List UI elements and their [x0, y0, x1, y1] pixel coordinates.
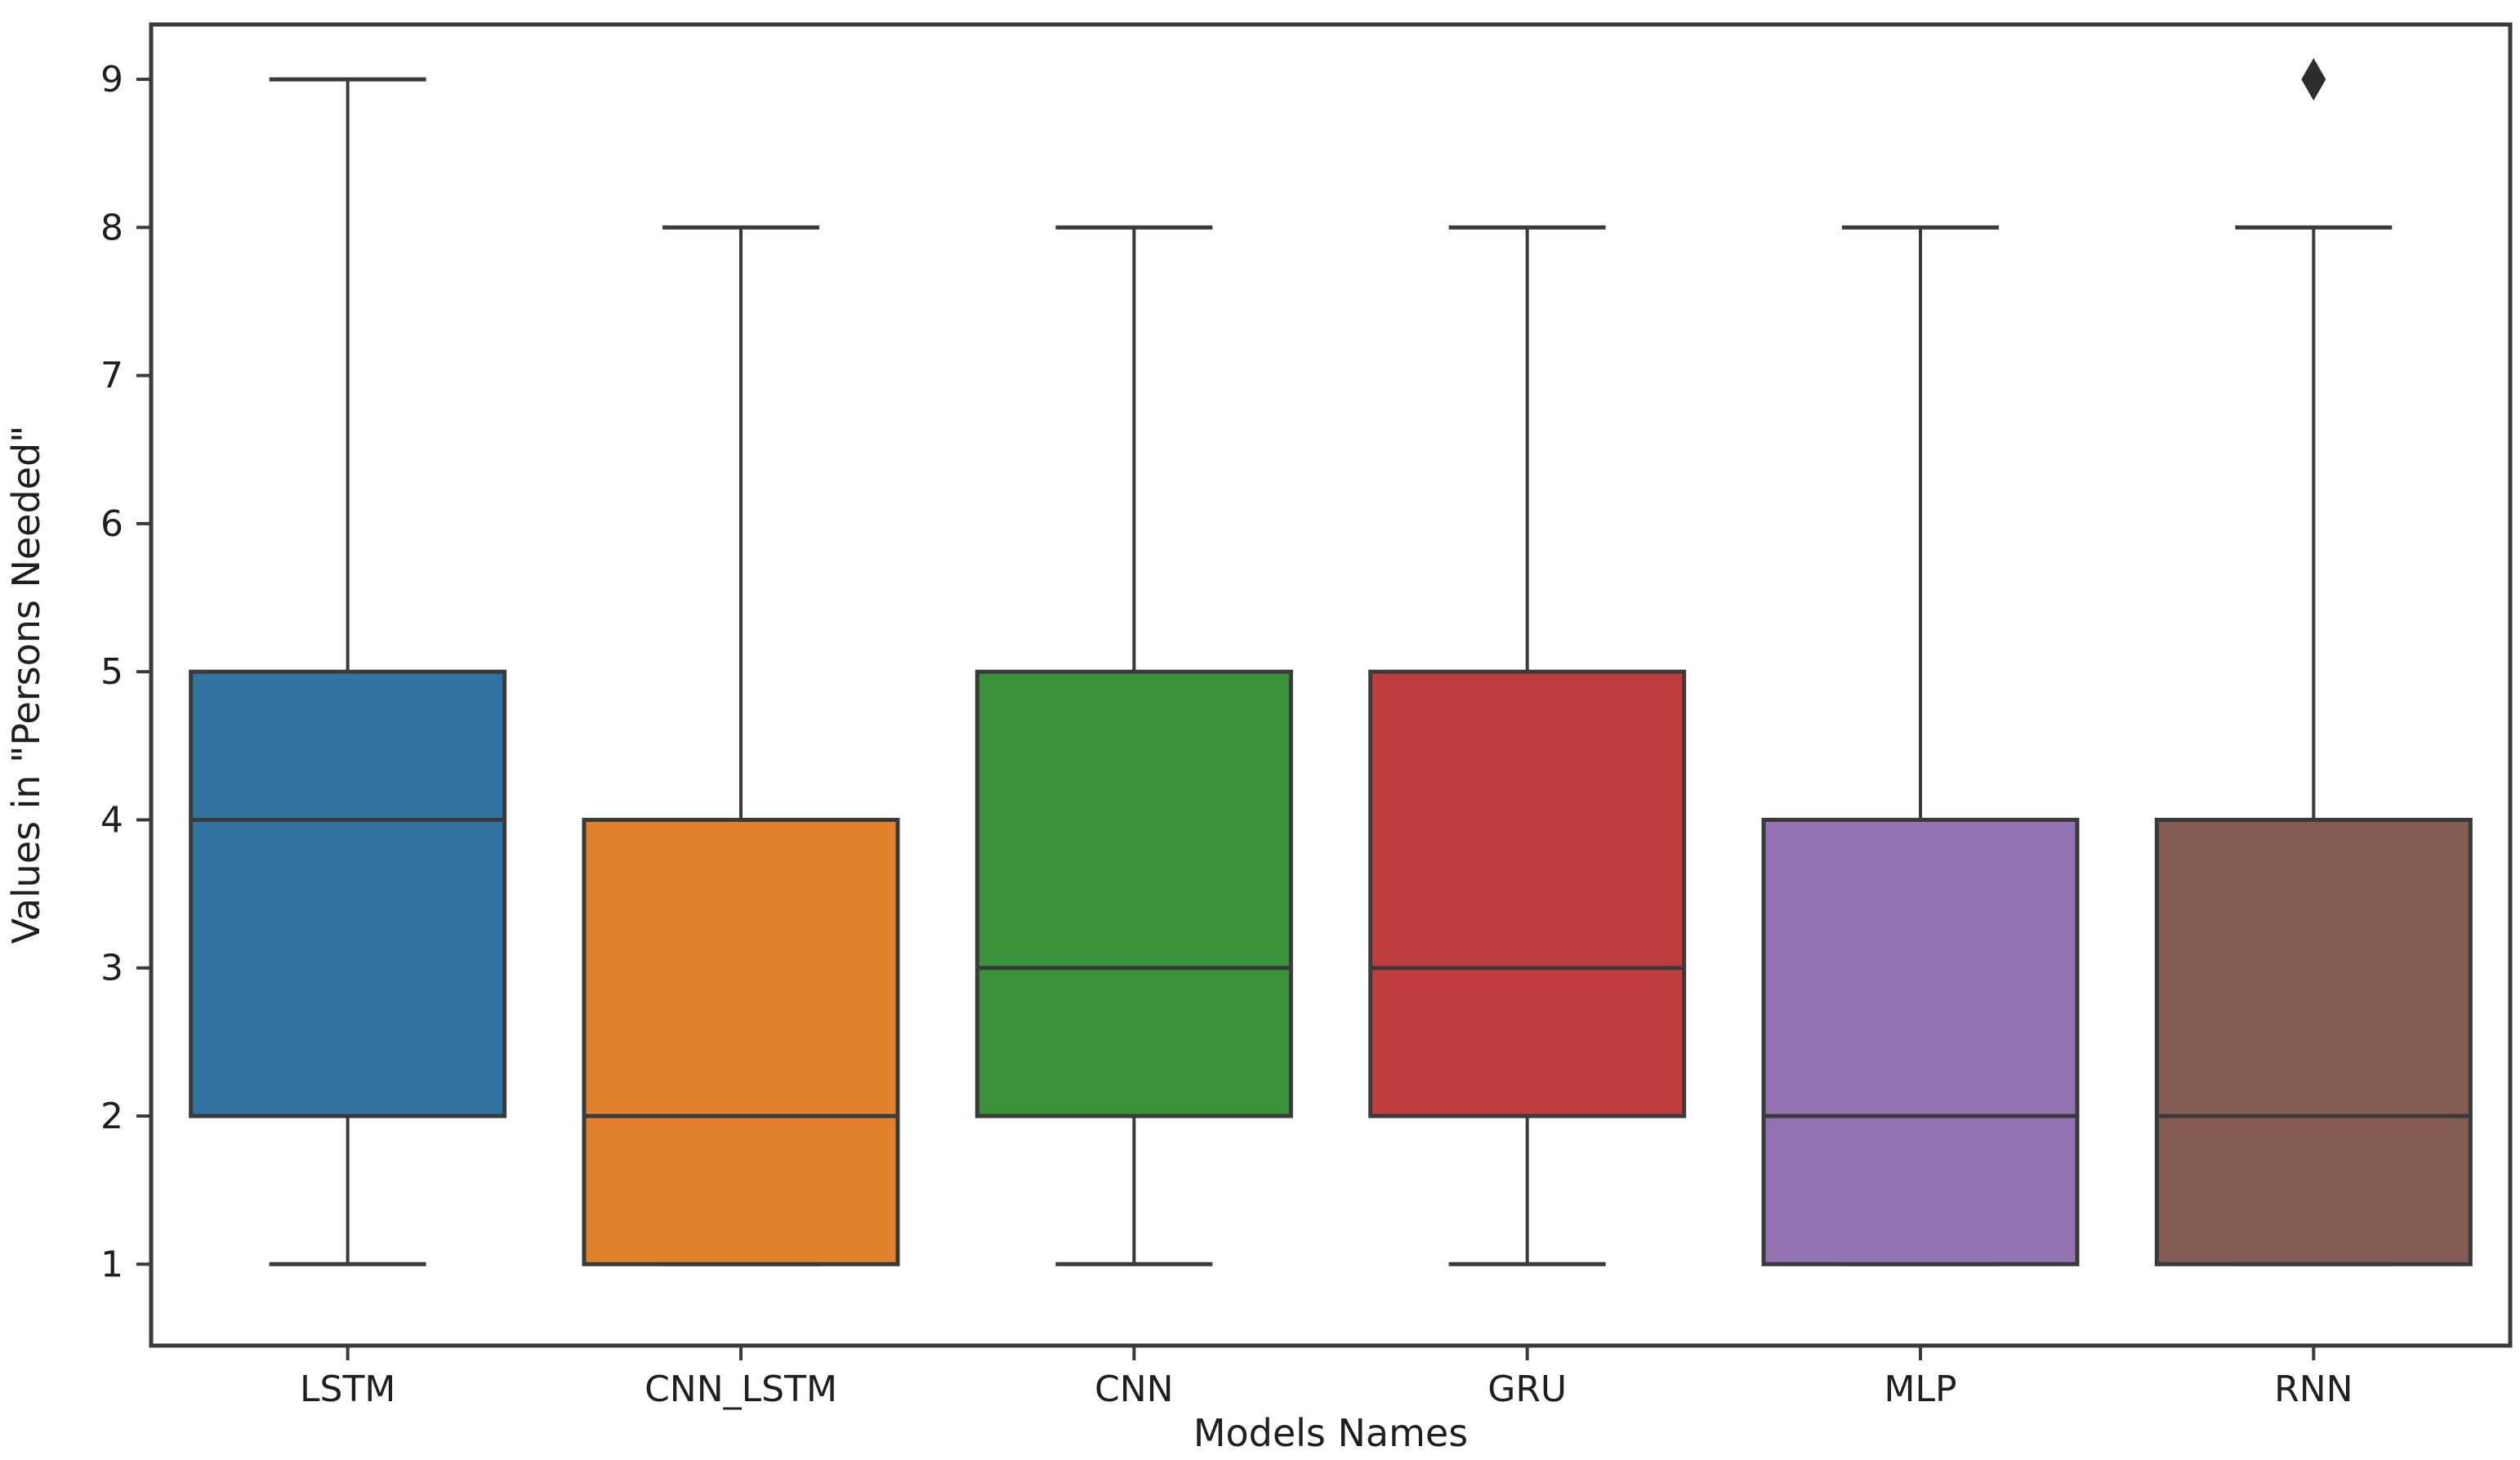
iqr-box: [2154, 817, 2473, 1266]
outlier-diamond: [2301, 58, 2326, 101]
x-axis-title: Models Names: [1193, 1411, 1468, 1455]
iqr-box: [582, 817, 900, 1266]
x-tick-label-gru: GRU: [1487, 1368, 1567, 1410]
box-cnn_lstm: [582, 225, 900, 1266]
y-tick-label: 4: [100, 799, 123, 841]
iqr-box: [189, 669, 507, 1118]
plot-spines: [149, 22, 2513, 1348]
axis-layer: 1 2 3 4 5 6 7 8 9 LSTM CNN_LSTM CNN GRU MLP RNN: [100, 22, 2513, 1410]
y-tick-label: 5: [100, 651, 123, 693]
iqr-box: [1761, 817, 2080, 1266]
y-axis-title: Values in "Persons Needed": [4, 426, 48, 944]
x-tick-label-lstm: LSTM: [300, 1368, 395, 1410]
y-tick-label: 9: [100, 59, 123, 100]
box-mlp: [1761, 225, 2080, 1266]
plot-background: [151, 25, 2510, 1346]
x-tick-label-mlp: MLP: [1884, 1368, 1956, 1410]
iqr-box: [1368, 669, 1687, 1118]
box-gru: [1368, 225, 1687, 1266]
y-tick-label: 8: [100, 207, 123, 248]
x-tick-label-cnn_lstm: CNN_LSTM: [644, 1368, 837, 1410]
box-lstm: [189, 77, 507, 1266]
plot-layer: [151, 25, 2510, 1346]
y-tick-label: 3: [100, 948, 123, 989]
box-rnn: [2154, 58, 2473, 1266]
y-tick-label: 7: [100, 355, 123, 397]
box-cnn: [975, 225, 1293, 1266]
y-tick-label: 2: [100, 1096, 123, 1137]
iqr-box: [975, 669, 1293, 1118]
x-tick-label-cnn: CNN: [1095, 1368, 1174, 1410]
x-tick-label-rnn: RNN: [2274, 1368, 2353, 1410]
y-tick-label: 6: [100, 503, 123, 545]
y-tick-label: 1: [100, 1243, 123, 1285]
